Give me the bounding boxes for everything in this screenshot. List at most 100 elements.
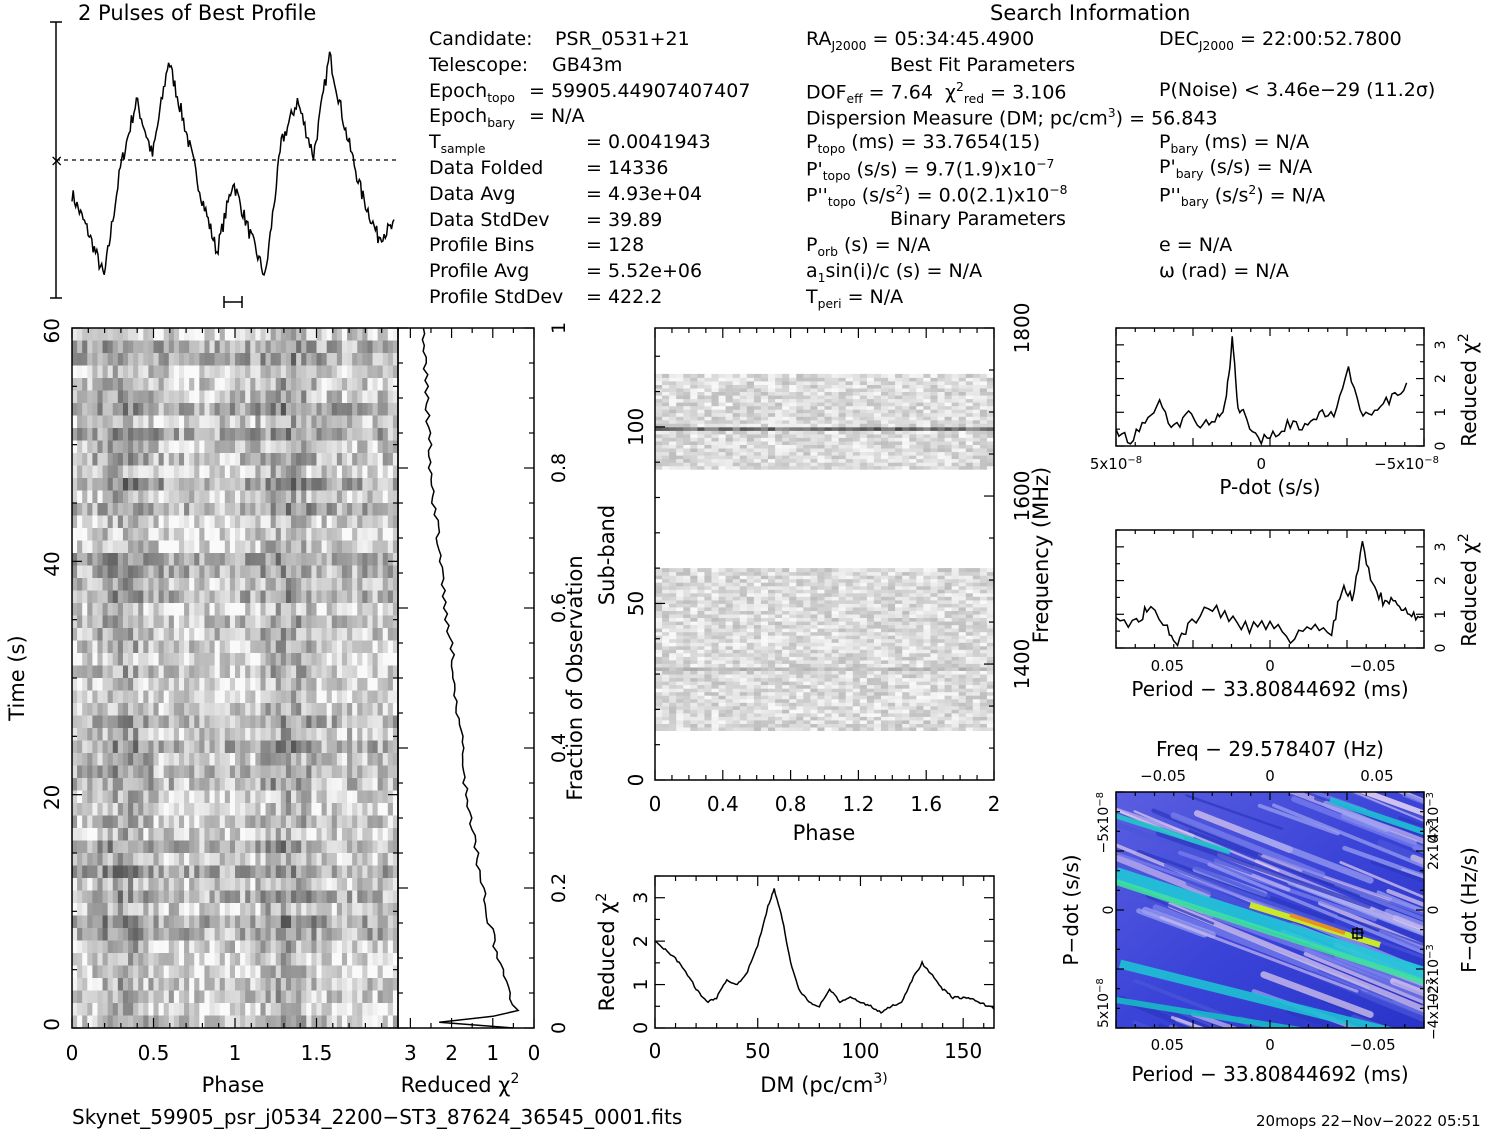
heat-fdot-tick-label: −4x10−3	[1425, 979, 1442, 1041]
info-value: = 5.52e+06	[586, 260, 703, 283]
info-key: Profile Bins	[429, 234, 535, 257]
heat-freq-tick-label: 0	[1265, 767, 1275, 785]
small-x-tick-label: 0.05	[1151, 657, 1184, 675]
redchi-fraction-panel: 3 2 1 00 0.2 0.4 0.6 0.8 1	[397, 322, 570, 1065]
small-chi-tick-label: 3	[1433, 542, 1449, 551]
subband-panel: 0 50 100 0 0.4 0.8 1.2 1.6 2 1400 1600 1800	[624, 303, 1034, 816]
period-redchi-label: Reduced χ2	[1456, 533, 1481, 647]
fraction-label: Fraction of Observation	[563, 555, 587, 800]
phase-sub-tick-label: 0.8	[775, 792, 807, 816]
info-value: = N/A	[529, 105, 585, 128]
small-x-tick-label: −0.05	[1350, 657, 1396, 675]
heat-freq-tick-label: 0.05	[1360, 767, 1393, 785]
info-key: Data Avg	[429, 182, 516, 205]
profile-title: 2 Pulses of Best Profile	[78, 1, 317, 25]
subband-tick-label: 50	[624, 591, 648, 616]
pp-dot-heatmap: 0.05 0 −0.05 −0.05 0 0.05 5x10−8 0 −5x10−8 −4x10−…	[1095, 767, 1442, 1054]
profile-line	[71, 51, 395, 277]
phase-sub-tick-label: 2	[988, 792, 1001, 816]
dm-chi-line	[654, 888, 995, 1014]
small-chi-tick-label: 3	[1433, 340, 1449, 349]
best-fit-marker	[1351, 927, 1364, 940]
small-chi-tick-label: 0	[1433, 442, 1449, 451]
pdot-panel: 5x10−8 0 −5x10−8 0 1 2 3	[1090, 327, 1449, 473]
footer-stamp: 20mops 22−Nov−2022 05:51	[1256, 1112, 1481, 1130]
time-ylabel: Time (s)	[5, 635, 29, 721]
pdot-ylabel: P−dot (s/s)	[1059, 854, 1083, 965]
info-key: Telescope:	[429, 53, 529, 76]
info-value: PSR_0531+21	[555, 28, 690, 50]
time-tick-label: 0	[40, 1018, 64, 1031]
heat-pdot-tick-label: −5x10−8	[1095, 792, 1112, 854]
dm-panel: 0 50 100 150 0 1 2 3	[630, 875, 995, 1063]
redchi-fraction-line	[421, 327, 520, 1029]
heat-xlabel: Period − 33.80844692 (ms)	[1131, 1062, 1408, 1086]
dm-chi-tick-label: 1	[630, 979, 652, 991]
info-value: = 39.89	[586, 208, 663, 231]
phase-sub-tick-label: 1.2	[842, 792, 874, 816]
fraction-tick-label: 0.2	[548, 873, 570, 903]
pdot-chi-line	[1115, 336, 1408, 446]
info-key: Epochtopo	[429, 79, 515, 105]
small-x-tick-label: 5x10−8	[1090, 455, 1142, 473]
subband-label: Sub-band	[595, 505, 619, 605]
search-title: Search Information	[990, 1, 1191, 25]
heat-freq-tick-label: −0.05	[1140, 767, 1186, 785]
info-value: = 128	[586, 234, 645, 257]
dm-chi-tick-label: 3	[630, 892, 652, 904]
dm-xlabel: DM (pc/cm3)	[760, 1071, 888, 1097]
info-value: GB43m	[552, 53, 623, 76]
dm-tick-label: 0	[649, 1039, 662, 1063]
period-chi-line	[1115, 541, 1425, 648]
fraction-tick-label: 0	[548, 1022, 570, 1034]
heat-pdot-tick-label: 5x10−8	[1095, 978, 1112, 1028]
small-x-tick-label: 0	[1265, 657, 1275, 675]
phase-tick-label: 1	[229, 1041, 242, 1065]
pdot-xlabel: P-dot (s/s)	[1219, 475, 1320, 499]
info-key: Profile StdDev	[429, 286, 564, 308]
phase-tick-label: 1.5	[301, 1041, 333, 1065]
heat-fdot-tick-label: −2x10−3	[1425, 944, 1442, 1006]
freq-title: Freq − 29.578407 (Hz)	[1156, 737, 1384, 761]
time-tick-label: 20	[40, 785, 64, 810]
redchi-xlabel: Reduced χ2	[401, 1071, 520, 1097]
time-tick-label: 60	[40, 318, 64, 343]
subband-tick-label: 0	[624, 774, 648, 787]
period-panel: 0.05 0 −0.05 0 1 2 3	[1115, 529, 1449, 675]
freq-tick-label: 1800	[1010, 303, 1034, 354]
heat-period-tick-label: −0.05	[1350, 1036, 1396, 1054]
small-chi-tick-label: 1	[1433, 610, 1449, 619]
info-value: = 4.93e+04	[586, 182, 703, 205]
phase-xlabel: Phase	[202, 1073, 265, 1097]
dm-tick-label: 150	[944, 1039, 982, 1063]
freq-tick-label: 1600	[1010, 471, 1034, 522]
heat-fdot-tick-label: 4x10−3	[1425, 792, 1442, 842]
footer-filename: Skynet_59905_psr_j0534_2200−ST3_87624_36…	[72, 1105, 683, 1129]
dm-chi-tick-label: 0	[630, 1022, 652, 1034]
info-key: Epochbary	[429, 105, 515, 131]
period-xlabel: Period − 33.80844692 (ms)	[1131, 677, 1408, 701]
dm-chi-tick-label: 2	[630, 935, 652, 947]
redchi-tick-label: 3	[404, 1041, 417, 1065]
phase-sub-tick-label: 1.6	[910, 792, 942, 816]
small-chi-tick-label: 0	[1433, 644, 1449, 653]
dm-tick-label: 100	[841, 1039, 879, 1063]
info-key: Tsample	[429, 131, 486, 156]
info-key: Data StdDev	[429, 208, 550, 231]
svg-text:×: ×	[50, 151, 63, 170]
fraction-tick-label: 1	[548, 322, 570, 334]
heat-period-tick-label: 0	[1265, 1036, 1275, 1054]
info-value: = 422.2	[586, 286, 663, 308]
info-key: Candidate:	[429, 28, 533, 50]
redchi-tick-label: 1	[486, 1041, 499, 1065]
small-x-tick-label: −5x10−8	[1374, 455, 1439, 473]
phase-sub-tick-label: 0	[649, 792, 662, 816]
info-key: Data Folded	[429, 157, 544, 179]
fdot-ylabel: F−dot (Hz/s)	[1457, 847, 1481, 973]
subband-tick-label: 100	[624, 408, 648, 446]
fraction-tick-label: 0.8	[548, 453, 570, 483]
small-x-tick-label: 0	[1257, 455, 1267, 473]
heat-period-tick-label: 0.05	[1151, 1036, 1184, 1054]
heat-pdot-tick-label: 0	[1101, 906, 1117, 915]
